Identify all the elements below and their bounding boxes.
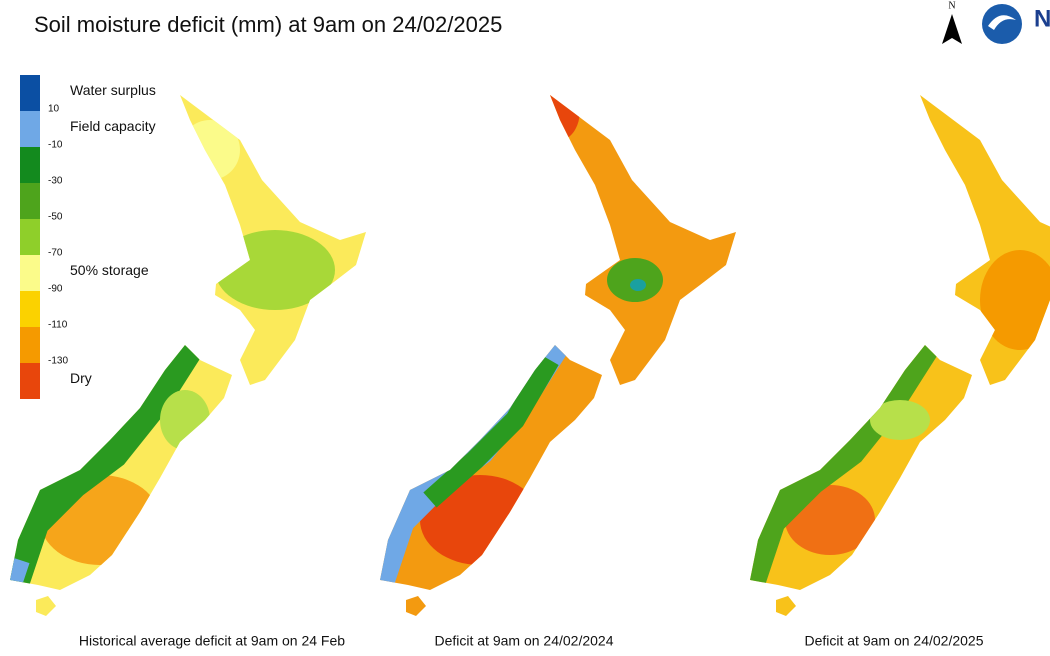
- legend: 10 -10 -30 -50 -70 -90 -110 -130 Water surplus Fi…: [20, 75, 156, 399]
- legend-band: [20, 183, 40, 219]
- map-caption: Deficit at 9am on 24/02/2024: [434, 633, 613, 649]
- legend-band: [20, 291, 40, 327]
- legend-band: [20, 327, 40, 363]
- legend-band: [20, 111, 40, 147]
- legend-tick: -10: [48, 140, 63, 151]
- legend-tick: -90: [48, 284, 63, 295]
- legend-label: Water surplus: [70, 82, 156, 98]
- legend-band: [20, 255, 40, 291]
- map-caption: Historical average deficit at 9am on 24 …: [79, 633, 345, 649]
- legend-label: Field capacity: [70, 118, 156, 134]
- legend-band: [20, 75, 40, 111]
- legend-band: [20, 363, 40, 399]
- logo-text: N: [1034, 5, 1050, 32]
- legend-band: [20, 219, 40, 255]
- legend-tick: -30: [48, 176, 63, 187]
- legend-tick: -110: [48, 320, 68, 331]
- legend-tick: 10: [48, 104, 60, 115]
- title: Soil moisture deficit (mm) at 9am on 24/…: [34, 12, 502, 37]
- map-2025: [750, 95, 1050, 616]
- logo-mark: [982, 4, 1022, 44]
- legend-tick: -50: [48, 212, 63, 223]
- legend-band: [20, 147, 40, 183]
- legend-label: 50% storage: [70, 262, 149, 278]
- north-arrow: N: [942, 0, 962, 44]
- logo: N: [982, 4, 1050, 44]
- north-label: N: [948, 0, 955, 11]
- map-caption: Deficit at 9am on 24/02/2025: [804, 633, 983, 649]
- legend-label: Dry: [70, 370, 92, 386]
- captions: Historical average deficit at 9am on 24 …: [79, 633, 984, 649]
- legend-tick: -70: [48, 248, 63, 259]
- logo-wave: [988, 15, 1016, 30]
- north-arrow-icon: [942, 14, 962, 44]
- map-2024: [380, 95, 736, 616]
- legend-tick: -130: [48, 356, 68, 367]
